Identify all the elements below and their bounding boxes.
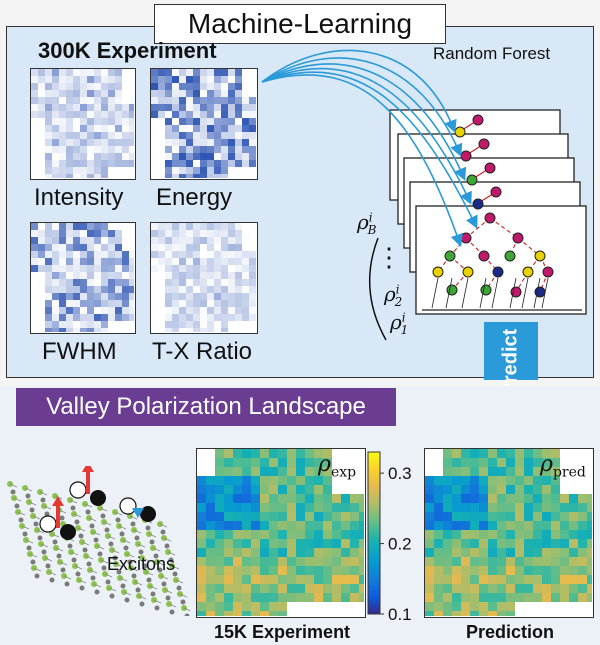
rho-2-label: ρi2 [384, 282, 403, 309]
machine-learning-title: Machine-Learning [154, 4, 446, 44]
random-forest-label: Random Forest [433, 44, 551, 63]
random-forest-diagram [261, 49, 587, 380]
rho-exp-label: ρexp [318, 452, 357, 481]
colorbar: 0.3 0.2 0.1 [367, 451, 412, 620]
fwhm-map [30, 222, 136, 335]
predict-label-wrap: Predict [484, 329, 538, 397]
valley-polarization-banner: Valley Polarization Landscape [16, 388, 396, 426]
rho-pred-label: ρpred [540, 452, 586, 481]
tx-ratio-map [150, 222, 258, 335]
colorbar-tick-label: 0.1 [388, 605, 412, 620]
predict-arrow [484, 322, 538, 380]
feature-arrows [261, 49, 478, 248]
energy-map [150, 68, 258, 181]
intensity-label: Intensity [34, 184, 124, 211]
map-prediction-caption: Prediction [466, 622, 555, 642]
map-prediction [424, 448, 596, 620]
excitons-label: Excitons [107, 554, 176, 574]
colorbar-tick-label: 0.2 [388, 535, 412, 554]
excitons-illustration [7, 466, 190, 616]
intensity-map-image [31, 69, 136, 181]
rho-1-label: ρi1 [390, 310, 409, 337]
map-15k [196, 448, 368, 620]
rho-b-label: ρiB [357, 210, 377, 237]
energy-label: Energy [156, 184, 233, 211]
fwhm-label: FWHM [42, 338, 117, 365]
energy-map-image [151, 69, 256, 181]
map-15k-image [197, 449, 368, 620]
fwhm-map-image [31, 223, 136, 335]
ensemble-bracket [368, 237, 387, 341]
map-15k-caption: 15K Experiment [214, 622, 351, 642]
intensity-map [30, 68, 136, 181]
ellipsis: ⋮ [376, 242, 402, 272]
tx-ratio-label: T-X Ratio [152, 338, 253, 365]
experiment-300k-title: 300K Experiment [38, 38, 217, 63]
map-prediction-image [425, 449, 596, 620]
colorbar-tick-label: 0.3 [388, 464, 412, 483]
tx-ratio-map-image [151, 223, 256, 335]
